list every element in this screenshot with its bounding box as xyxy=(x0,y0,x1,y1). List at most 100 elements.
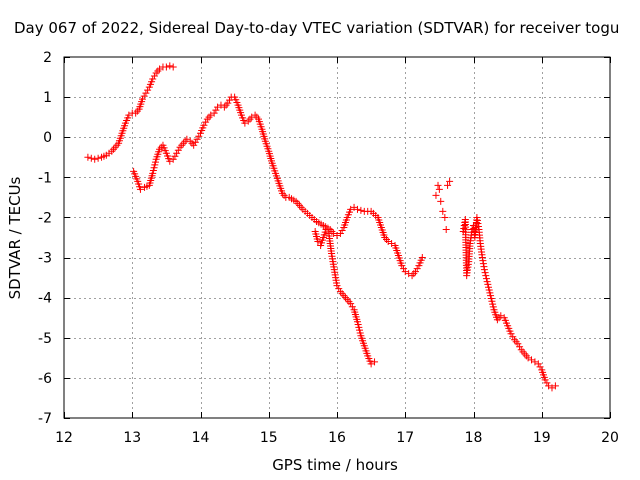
data-point xyxy=(482,275,490,283)
data-point xyxy=(434,181,442,189)
data-point xyxy=(171,152,179,160)
data-point xyxy=(509,333,517,341)
y-tick-label: -6 xyxy=(38,371,52,387)
data-point xyxy=(169,155,177,163)
x-tick-label: 19 xyxy=(533,430,551,446)
data-point xyxy=(371,358,379,366)
data-point xyxy=(418,254,426,262)
data-point xyxy=(322,225,330,233)
data-point xyxy=(437,197,445,205)
y-axis-label: SDTVAR / TECUs xyxy=(6,176,24,299)
x-tick-label: 18 xyxy=(465,430,483,446)
data-point xyxy=(400,265,408,273)
data-point xyxy=(473,213,481,221)
x-tick-label: 20 xyxy=(601,430,619,446)
data-point xyxy=(543,379,551,387)
y-tick-label: -4 xyxy=(38,291,52,307)
data-point xyxy=(347,300,355,308)
data-point xyxy=(348,303,356,311)
data-point xyxy=(460,221,468,229)
y-tick-label: -7 xyxy=(38,411,52,427)
x-tick-label: 13 xyxy=(123,430,141,446)
data-point xyxy=(174,146,182,154)
data-point xyxy=(166,62,174,70)
data-point xyxy=(357,206,365,214)
series-arc-1 xyxy=(84,62,177,163)
data-point xyxy=(200,121,208,129)
data-point xyxy=(478,254,486,262)
data-point xyxy=(136,185,144,193)
data-point xyxy=(474,219,482,227)
data-point xyxy=(516,343,524,351)
data-point xyxy=(411,268,419,276)
data-point xyxy=(551,382,559,390)
y-tick-label: -3 xyxy=(38,251,52,267)
data-point xyxy=(226,96,234,104)
data-point xyxy=(446,177,454,185)
y-tick-label: -2 xyxy=(38,210,52,226)
data-point xyxy=(91,155,99,163)
data-point xyxy=(149,75,157,83)
data-point xyxy=(190,141,198,149)
y-tick-label: 1 xyxy=(43,90,52,106)
data-point xyxy=(534,360,542,368)
x-tick-label: 15 xyxy=(260,430,278,446)
data-point xyxy=(142,89,150,97)
data-point xyxy=(435,185,443,193)
data-point xyxy=(507,330,515,338)
series-arc-5 xyxy=(459,213,559,392)
data-point xyxy=(224,99,232,107)
data-point xyxy=(144,86,152,94)
data-point xyxy=(84,153,92,161)
data-point xyxy=(195,132,203,140)
data-point xyxy=(336,229,344,237)
y-tick-label: 2 xyxy=(43,50,52,66)
data-point xyxy=(193,135,201,143)
data-point xyxy=(479,257,487,265)
data-point xyxy=(212,106,220,114)
data-point xyxy=(480,263,488,271)
data-point xyxy=(138,95,146,103)
data-point xyxy=(460,224,468,232)
data-point xyxy=(439,207,447,215)
series-arc-4 xyxy=(432,177,454,233)
data-point xyxy=(514,340,522,348)
data-point xyxy=(333,282,341,290)
data-point xyxy=(191,138,199,146)
data-point xyxy=(474,222,482,230)
data-point xyxy=(338,226,346,234)
x-tick-label: 14 xyxy=(192,430,210,446)
data-point xyxy=(432,191,440,199)
data-point xyxy=(162,63,170,71)
data-point xyxy=(314,238,322,246)
series-arc-2 xyxy=(130,93,426,280)
y-tick-label: -5 xyxy=(38,331,52,347)
series-arc-3 xyxy=(311,225,379,368)
data-point xyxy=(481,269,489,277)
data-point xyxy=(541,376,549,384)
data-point xyxy=(480,266,488,274)
chart-title: Day 067 of 2022, Sidereal Day-to-day VTE… xyxy=(14,19,619,37)
data-point xyxy=(473,216,481,224)
data-point xyxy=(150,72,158,80)
data-point xyxy=(202,118,210,126)
data-point xyxy=(210,109,218,117)
data-point xyxy=(479,260,487,268)
x-tick-label: 17 xyxy=(396,430,414,446)
data-point xyxy=(413,265,421,273)
data-point xyxy=(87,154,95,162)
data-point xyxy=(94,154,102,162)
x-tick-label: 12 xyxy=(55,430,73,446)
data-point xyxy=(442,225,450,233)
data-point xyxy=(140,92,148,100)
data-point xyxy=(173,149,181,157)
data-point xyxy=(353,205,361,213)
y-tick-label: 0 xyxy=(43,130,52,146)
data-point xyxy=(335,285,343,293)
data-point xyxy=(398,262,406,270)
data-point xyxy=(482,272,490,280)
data-points xyxy=(84,62,559,392)
data-point xyxy=(536,363,544,371)
